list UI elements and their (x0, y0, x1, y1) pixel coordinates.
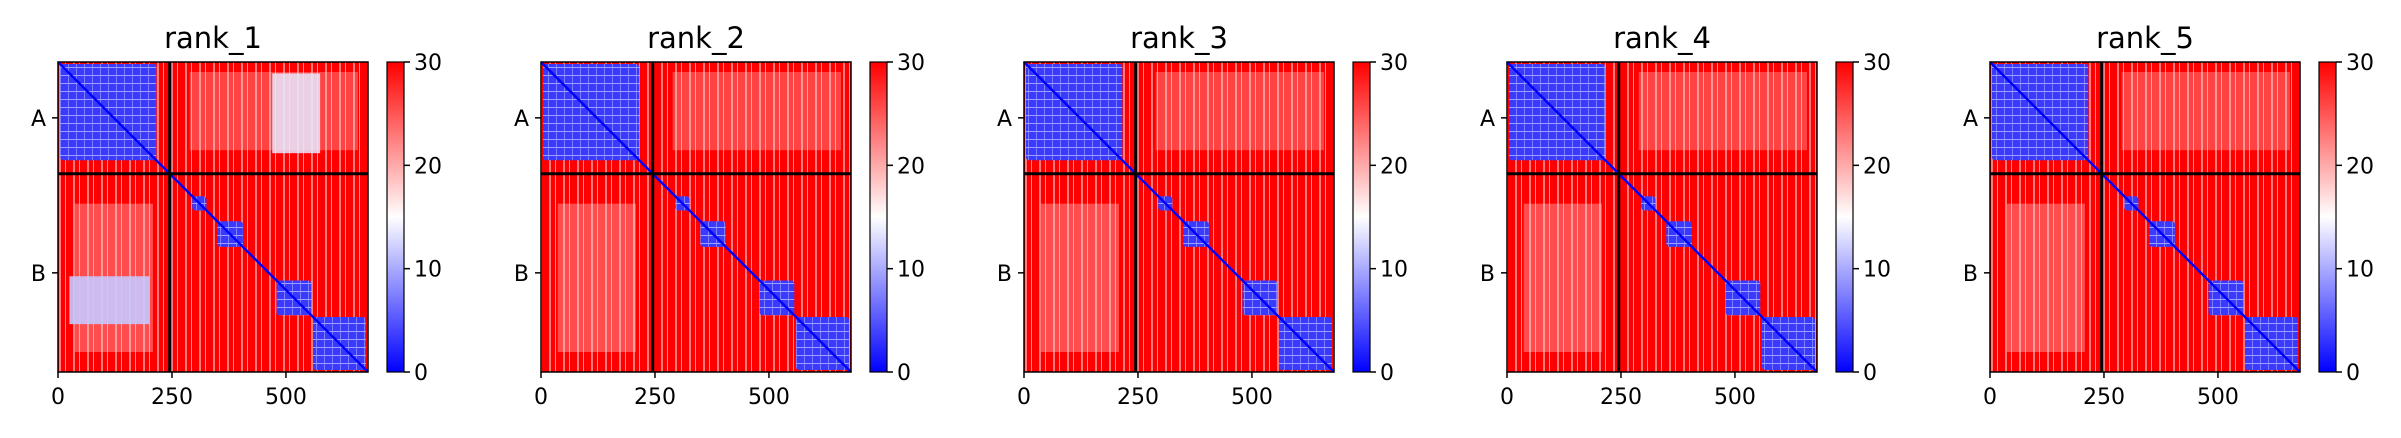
x-tick-label: 250 (1600, 385, 1642, 410)
colorbar-tick-label: 0 (897, 361, 911, 386)
colorbar-tick-label: 20 (1380, 154, 1408, 179)
colorbar (1353, 62, 1370, 372)
x-tick-label: 0 (1017, 385, 1031, 410)
colorbar-tick-label: 20 (414, 154, 442, 179)
heatmap-interchain-region (1523, 203, 1602, 352)
heatmap-offdiag-block (272, 73, 321, 154)
chain-label: B (1480, 262, 1495, 287)
x-tick-label: 500 (2197, 385, 2239, 410)
plot-frame (1023, 61, 1335, 373)
chain-label: A (997, 107, 1012, 132)
colorbar-tick-label: 20 (897, 154, 925, 179)
chain-label: B (997, 262, 1012, 287)
x-tick-label: 250 (634, 385, 676, 410)
colorbar (387, 62, 404, 372)
colorbar-tick-label: 20 (1863, 154, 1891, 179)
heatmap-offdiag-block (69, 276, 150, 325)
heatmap-diagonal (1989, 61, 2301, 373)
plot-frame (57, 61, 369, 373)
colorbar-tick-label: 0 (2346, 361, 2360, 386)
heatmap-diagonal (540, 61, 852, 373)
colorbar-frame (869, 61, 888, 373)
colorbar-tick-label: 30 (1863, 51, 1891, 76)
colorbar (1836, 62, 1853, 372)
x-tick-label: 500 (1714, 385, 1756, 410)
colorbar-tick-label: 10 (1380, 258, 1408, 283)
heatmap-interchain-region (1638, 72, 1807, 151)
heatmap-interchain-region (2121, 72, 2290, 151)
colorbar-tick-label: 20 (2346, 154, 2374, 179)
pae-panel: rank_4 0 250 500 A B 0 10 20 30 (1480, 21, 1891, 410)
pae-panel: rank_1 0 250 500 A B 0 10 20 30 (31, 21, 442, 410)
x-tick-label: 250 (2083, 385, 2125, 410)
colorbar-tick-label: 0 (1863, 361, 1877, 386)
x-tick-label: 250 (1117, 385, 1159, 410)
x-tick-label: 0 (534, 385, 548, 410)
plot-frame (540, 61, 852, 373)
colorbar (870, 62, 887, 372)
colorbar-tick-label: 30 (1380, 51, 1408, 76)
colorbar-frame (1835, 61, 1854, 373)
plot-frame (1989, 61, 2301, 373)
panel-title: rank_1 (164, 21, 262, 55)
pae-panel: rank_3 0 250 500 A B 0 10 20 30 (997, 21, 1408, 410)
colorbar-frame (2318, 61, 2337, 373)
x-tick-label: 250 (151, 385, 193, 410)
colorbar-tick-label: 30 (2346, 51, 2374, 76)
heatmap-diagonal (1506, 61, 1818, 373)
colorbar-tick-label: 10 (2346, 258, 2374, 283)
colorbar-tick-label: 0 (1380, 361, 1394, 386)
chain-label: B (514, 262, 529, 287)
colorbar-tick-label: 0 (414, 361, 428, 386)
chain-label: B (31, 262, 46, 287)
panel-title: rank_5 (2096, 21, 2194, 55)
x-tick-label: 0 (1500, 385, 1514, 410)
panel-title: rank_3 (1130, 21, 1228, 55)
heatmap-interchain-region (672, 72, 841, 151)
pae-panel: rank_5 0 250 500 A B 0 10 20 30 (1963, 21, 2374, 410)
heatmap-interchain-region (2006, 203, 2085, 352)
heatmap-diagonal (57, 61, 369, 373)
heatmap-interchain-region (1040, 203, 1119, 352)
x-tick-label: 500 (1231, 385, 1273, 410)
chain-label: A (1480, 107, 1495, 132)
colorbar (2319, 62, 2336, 372)
heatmap-interchain-region (557, 203, 636, 352)
pae-panel: rank_2 0 250 500 A B 0 10 20 30 (514, 21, 925, 410)
x-tick-label: 500 (748, 385, 790, 410)
x-tick-label: 500 (265, 385, 307, 410)
heatmap-diagonal (1023, 61, 1335, 373)
colorbar-tick-label: 30 (897, 51, 925, 76)
colorbar-tick-label: 10 (1863, 258, 1891, 283)
chain-label: B (1963, 262, 1978, 287)
x-tick-label: 0 (51, 385, 65, 410)
chain-label: A (31, 107, 46, 132)
panel-title: rank_2 (647, 21, 745, 55)
colorbar-frame (386, 61, 405, 373)
panel-title: rank_4 (1613, 21, 1711, 55)
colorbar-frame (1352, 61, 1371, 373)
chain-label: A (1963, 107, 1978, 132)
colorbar-tick-label: 30 (414, 51, 442, 76)
plot-frame (1506, 61, 1818, 373)
chain-label: A (514, 107, 529, 132)
heatmap-interchain-region (1155, 72, 1324, 151)
colorbar-tick-label: 10 (414, 258, 442, 283)
colorbar-tick-label: 10 (897, 258, 925, 283)
x-tick-label: 0 (1983, 385, 1997, 410)
